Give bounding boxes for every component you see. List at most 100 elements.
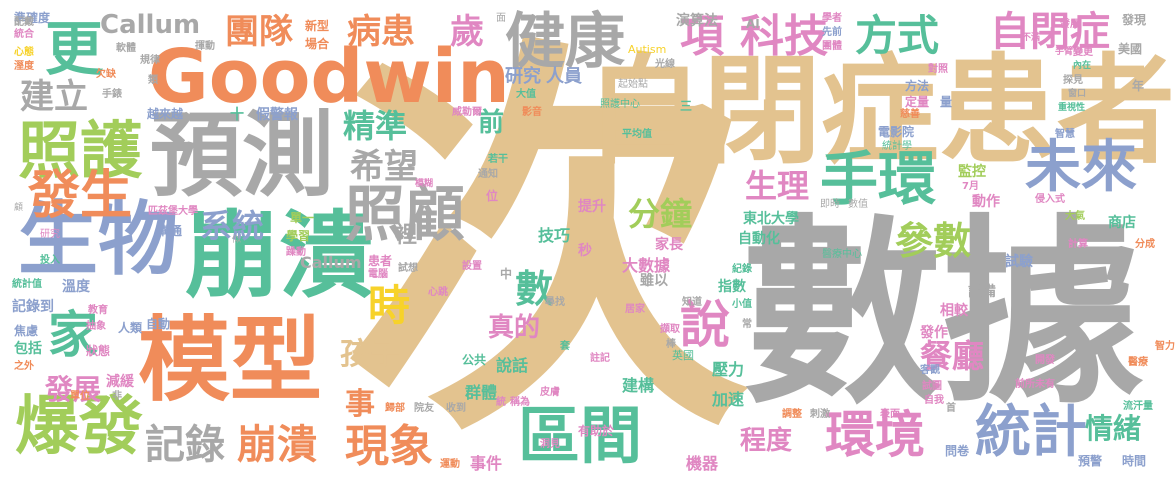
word-learning: 學習 [286,229,311,243]
word-abstract: 抽象 [86,321,106,332]
word-intelligence: 智力 [1155,341,1175,352]
word-research: 研究 [505,66,541,87]
word-minute: 分鐘 [628,195,693,233]
word-prediction: 預測 [150,102,335,209]
word-media: 影音 [522,107,542,118]
word-pressure: 壓力 [712,360,745,379]
word-care: 照護 [18,114,143,187]
word-exercise: 運動 [440,459,460,470]
word-install: 設置 [462,261,482,272]
word-matter: 事 [345,387,375,422]
word-patient: 病患 [347,12,415,52]
word-autism-en: Autism [628,43,667,56]
word-future: 未來 [1025,135,1137,200]
word-sweat: 流汗量 [1123,401,1153,412]
word-previously: 先前 [822,27,842,38]
word-light: 光線 [655,59,675,70]
word-medical-center: 醫療中心 [822,249,862,260]
word-july: 7月 [962,181,979,192]
word-value: 數值 [848,199,868,210]
word-speak: 說話 [496,356,529,375]
word-explore: 探見 [1063,75,1083,86]
word-increasingly: 越來越 [147,107,184,121]
word-mindset: 心態 [14,47,34,58]
word-received: 收到 [446,403,466,414]
word-model: 模型 [138,307,323,414]
word-meltdown-small: 崩潰 [237,422,317,468]
word-education: 教育 [88,305,108,316]
word-discover: 發現 [1122,13,1147,27]
word-log: 紀錄 [732,264,752,275]
word-wirral: 威勒爾 [452,107,482,118]
word-event: 事件 [470,454,503,473]
word-age: 歲 [450,12,484,52]
word-ci: 次 [342,6,752,482]
word-emotion: 情緒 [1085,412,1142,445]
word-hard-to: 雖以 [640,273,668,289]
word-non: 非 [112,391,122,402]
word-really: 真的 [488,313,541,343]
word-restaurant: 餐廳 [920,337,985,375]
word-meltdown-large: 崩潰 [185,202,374,311]
word-statistics: 統計 [975,400,1087,465]
word-computer: 電腦 [368,269,388,280]
word-shuju: 數據 [742,198,1143,431]
word-window: 窗口 [1068,89,1087,99]
word-gu: 顧 [14,203,24,213]
word-compare: 相較 [940,303,968,319]
word-attempt: 試圖 [922,381,942,392]
word-dissatisfied: 不滿 [1022,33,1041,43]
word-accuracy: 準確度 [14,11,51,25]
word-control: 對照 [928,64,948,75]
word-average: 平均值 [622,129,652,140]
word-software: 軟體 [116,43,136,54]
word-inside: 裡 [395,223,418,248]
word-occasion: 場合 [305,37,330,51]
word-technology: 科技 [740,11,828,62]
word-humidity: 溼度 [14,61,34,72]
word-search: 尋找 [545,297,565,308]
word-automatic: 自動 [146,317,171,331]
word-false-alarm: 假警報 [256,107,298,123]
word-system: 系統 [200,207,265,245]
word-quantitative: 定量 [905,95,930,109]
word-uk: 英國 [672,349,694,362]
word-research-small: 研究 [40,229,60,240]
word-biology: 生物 [18,193,178,286]
word-build: 建立 [20,77,88,117]
word-parents: 家長 [655,237,683,253]
word-middle: 中 [500,267,513,281]
word-divide: 分成 [1135,239,1155,250]
word-agitation: 躁動 [286,247,306,258]
word-compute: 計算 [1068,239,1088,250]
word-environment: 環境 [825,406,925,464]
word-set: 套 [560,341,570,352]
word-item: 項 [680,11,724,62]
word-called: 稱為 [510,397,530,408]
word-time: 時 [368,281,411,330]
word-min-value: 小值 [732,299,752,310]
word-cinema: 電影院 [878,125,915,139]
word-invasive: 侵入式 [1035,194,1065,205]
word-tong: 統 [496,397,506,408]
word-callum-top: Callum [100,10,201,40]
word-child: 孩子 [340,337,400,372]
word-index: 指數 [718,279,746,295]
word-precise: 精準 [343,107,408,145]
word-skill: 技巧 [538,226,571,245]
word-development: 發展 [45,373,102,406]
word-approach: 方法 [905,79,930,93]
word-wristband: 手環 [820,145,937,213]
word-medical: 醫療 [1128,357,1148,368]
word-temperature: 溫度 [62,279,90,295]
word-goodwin: Goodwin [148,34,510,120]
word-single: 單一 [290,211,315,225]
word-personnel: 人員 [546,66,582,87]
word-record: 記錄 [145,422,225,468]
word-look-after: 照顧 [345,180,465,250]
word-self: 自我 [924,395,944,406]
word-number: 數 [515,267,554,311]
word-slowdown: 減緩 [106,374,134,390]
word-degree: 程度 [740,426,793,456]
word-experiment: 試驗 [1005,254,1033,270]
